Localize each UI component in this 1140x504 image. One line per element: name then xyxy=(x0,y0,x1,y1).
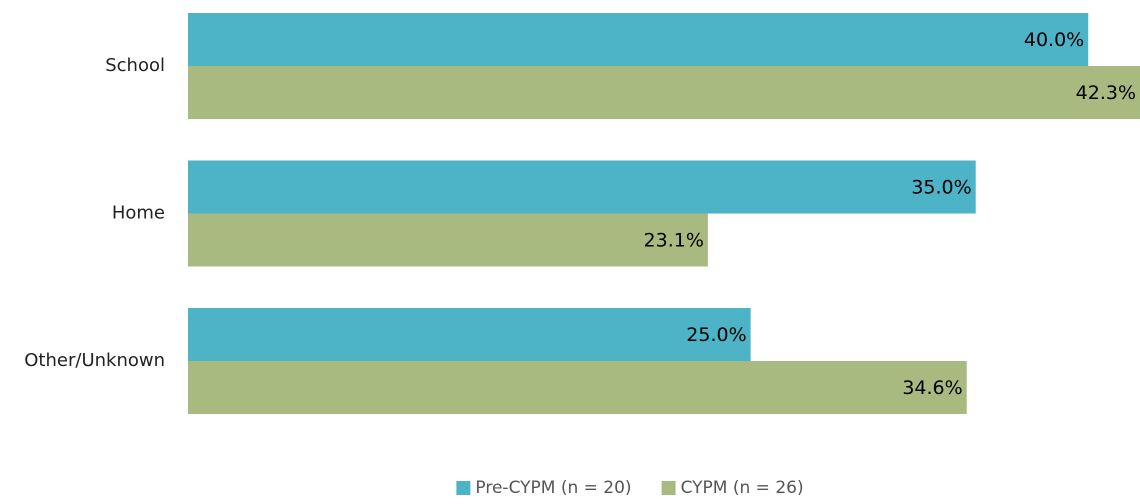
bar xyxy=(188,308,751,361)
legend-swatch xyxy=(456,481,471,495)
bar xyxy=(188,213,708,267)
value-label: 42.3% xyxy=(1076,82,1136,104)
category-label: Other/Unknown xyxy=(24,350,165,371)
value-label: 34.6% xyxy=(902,377,962,399)
category-label: School xyxy=(105,55,165,76)
bar xyxy=(188,361,967,414)
bar xyxy=(188,160,976,214)
value-label: 25.0% xyxy=(686,324,746,346)
legend-swatch xyxy=(661,481,676,495)
legend-label: Pre-CYPM (n = 20) xyxy=(475,478,631,498)
value-label: 40.0% xyxy=(1024,29,1084,51)
legend-label: CYPM (n = 26) xyxy=(681,478,804,498)
value-label: 23.1% xyxy=(644,230,704,252)
category-label: Home xyxy=(112,203,165,224)
bar xyxy=(188,66,1140,119)
value-label: 35.0% xyxy=(911,177,971,199)
bar xyxy=(188,13,1089,66)
